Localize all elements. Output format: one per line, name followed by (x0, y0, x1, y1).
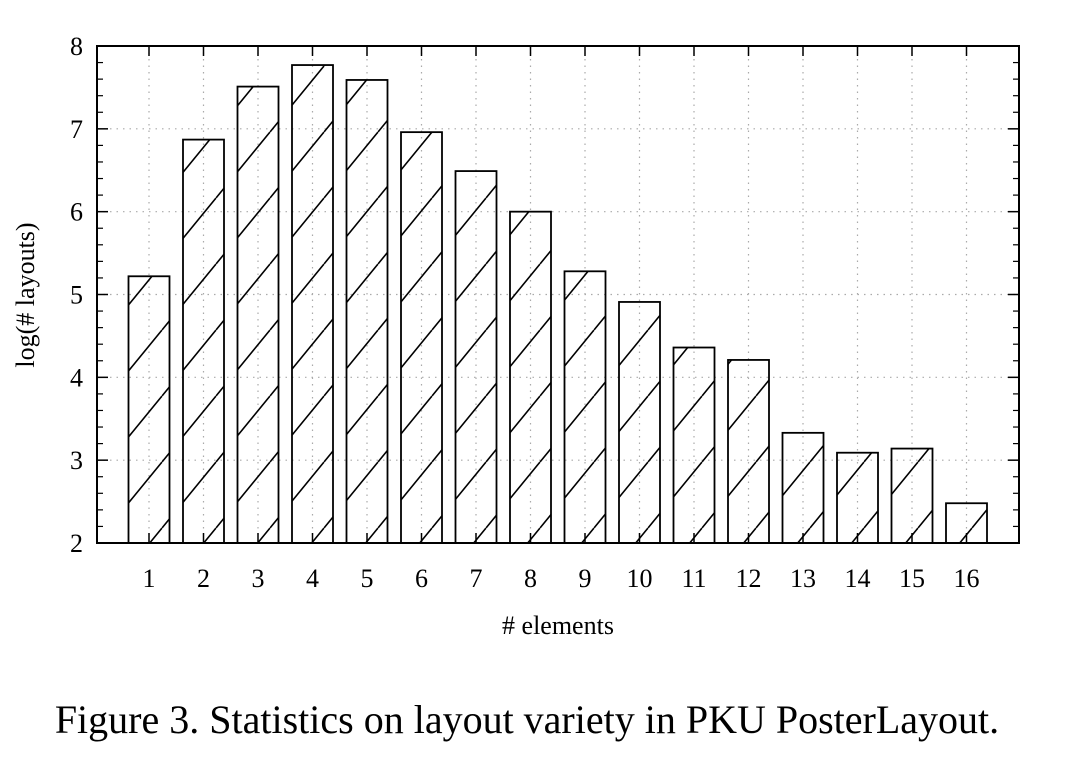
bar (781, 431, 825, 544)
x-tick-labels: 1 2 3 4 5 6 7 8 9 10 11 12 13 14 15 16 (143, 564, 980, 593)
x-tick-label: 10 (627, 564, 653, 593)
x-tick-label: 16 (954, 564, 980, 593)
x-tick-label: 4 (306, 564, 319, 593)
grid-lines (97, 46, 1019, 543)
x-tick-label: 2 (197, 564, 210, 593)
bar (454, 170, 498, 544)
x-tick-label: 14 (845, 564, 871, 593)
bar (836, 451, 879, 544)
bar (236, 85, 280, 544)
bar (618, 301, 661, 544)
bar (727, 359, 770, 544)
x-axis-label: # elements (502, 611, 614, 640)
x-tick-label: 13 (790, 564, 816, 593)
plot-frame (96, 45, 1020, 544)
bar (890, 447, 934, 544)
y-tick-label: 6 (70, 198, 83, 227)
x-tick-label: 11 (681, 564, 706, 593)
y-tick-label: 5 (70, 281, 83, 310)
bar (182, 138, 225, 544)
x-tick-label: 9 (579, 564, 592, 593)
x-tick-label: 6 (415, 564, 428, 593)
bar (672, 346, 716, 544)
y-tick-label: 7 (70, 115, 83, 144)
bar (509, 210, 552, 544)
bar (127, 275, 171, 544)
x-tick-label: 1 (143, 564, 156, 593)
bar (345, 79, 389, 544)
figure-caption: Figure 3. Statistics on layout variety i… (54, 697, 1000, 742)
bar (291, 64, 334, 544)
y-axis-label: log(# layouts) (11, 222, 40, 367)
y-tick-label: 3 (70, 446, 83, 475)
bar (400, 131, 443, 544)
bars (127, 64, 988, 544)
bar (563, 270, 607, 544)
y-tick-label: 2 (70, 529, 83, 558)
x-tick-label: 12 (736, 564, 762, 593)
x-tick-label: 15 (899, 564, 925, 593)
x-tick-label: 5 (361, 564, 374, 593)
x-tick-label: 8 (524, 564, 537, 593)
y-tick-label: 8 (70, 32, 83, 61)
y-tick-label: 4 (70, 363, 83, 392)
x-tick-label: 7 (470, 564, 483, 593)
y-tick-labels: 2 3 4 5 6 7 8 (70, 32, 83, 558)
axis-ticks (97, 45, 1019, 544)
x-tick-label: 3 (252, 564, 265, 593)
